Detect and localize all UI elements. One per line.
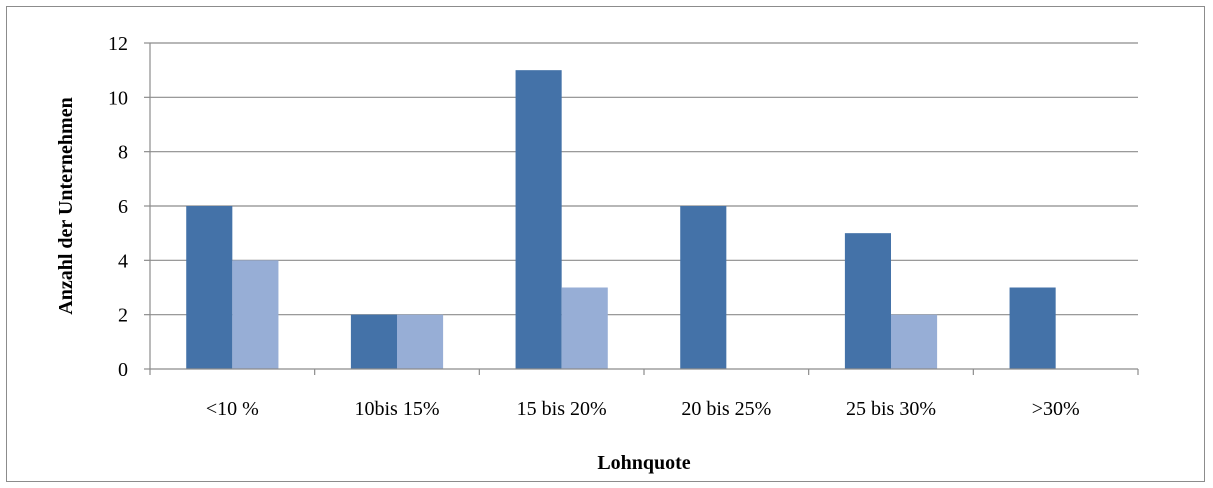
x-tick-label: 15 bis 20% [517, 398, 607, 420]
bar-series-1 [844, 233, 891, 369]
tick-labels: 0 2 4 6 8 10 12 <10 % 10bis 15% 15 bis 20% 20 bis … [108, 33, 1080, 420]
y-tick-label: 6 [118, 196, 128, 218]
bar-series-2 [397, 314, 444, 369]
y-tick-label: 4 [118, 250, 128, 272]
x-tick-label: 20 bis 25% [681, 398, 771, 420]
bar-series-1 [186, 206, 233, 369]
bar-series-2 [891, 314, 938, 369]
bar-series-1 [1009, 287, 1056, 369]
bars [186, 70, 1056, 370]
y-tick-label: 2 [118, 305, 128, 327]
gridlines [150, 42, 1138, 316]
x-tick-label: 25 bis 30% [846, 398, 936, 420]
y-tick-label: 0 [118, 359, 128, 381]
y-tick-label: 8 [118, 142, 128, 164]
x-tick-label: >30% [1032, 398, 1080, 420]
bar-series-2 [232, 260, 279, 369]
y-axis-title: Anzahl der Unternehmen [55, 97, 77, 314]
bar-series-1 [680, 206, 727, 369]
x-axis-title: Lohnquote [597, 452, 690, 474]
y-tick-label: 10 [108, 87, 128, 109]
axes [144, 42, 1139, 375]
x-tick-label: 10bis 15% [355, 398, 440, 420]
x-tick-label: <10 % [206, 398, 259, 420]
bar-series-2 [561, 287, 608, 369]
y-tick-label: 12 [108, 33, 128, 55]
bar-series-1 [350, 314, 397, 369]
bar-series-1 [515, 70, 562, 370]
